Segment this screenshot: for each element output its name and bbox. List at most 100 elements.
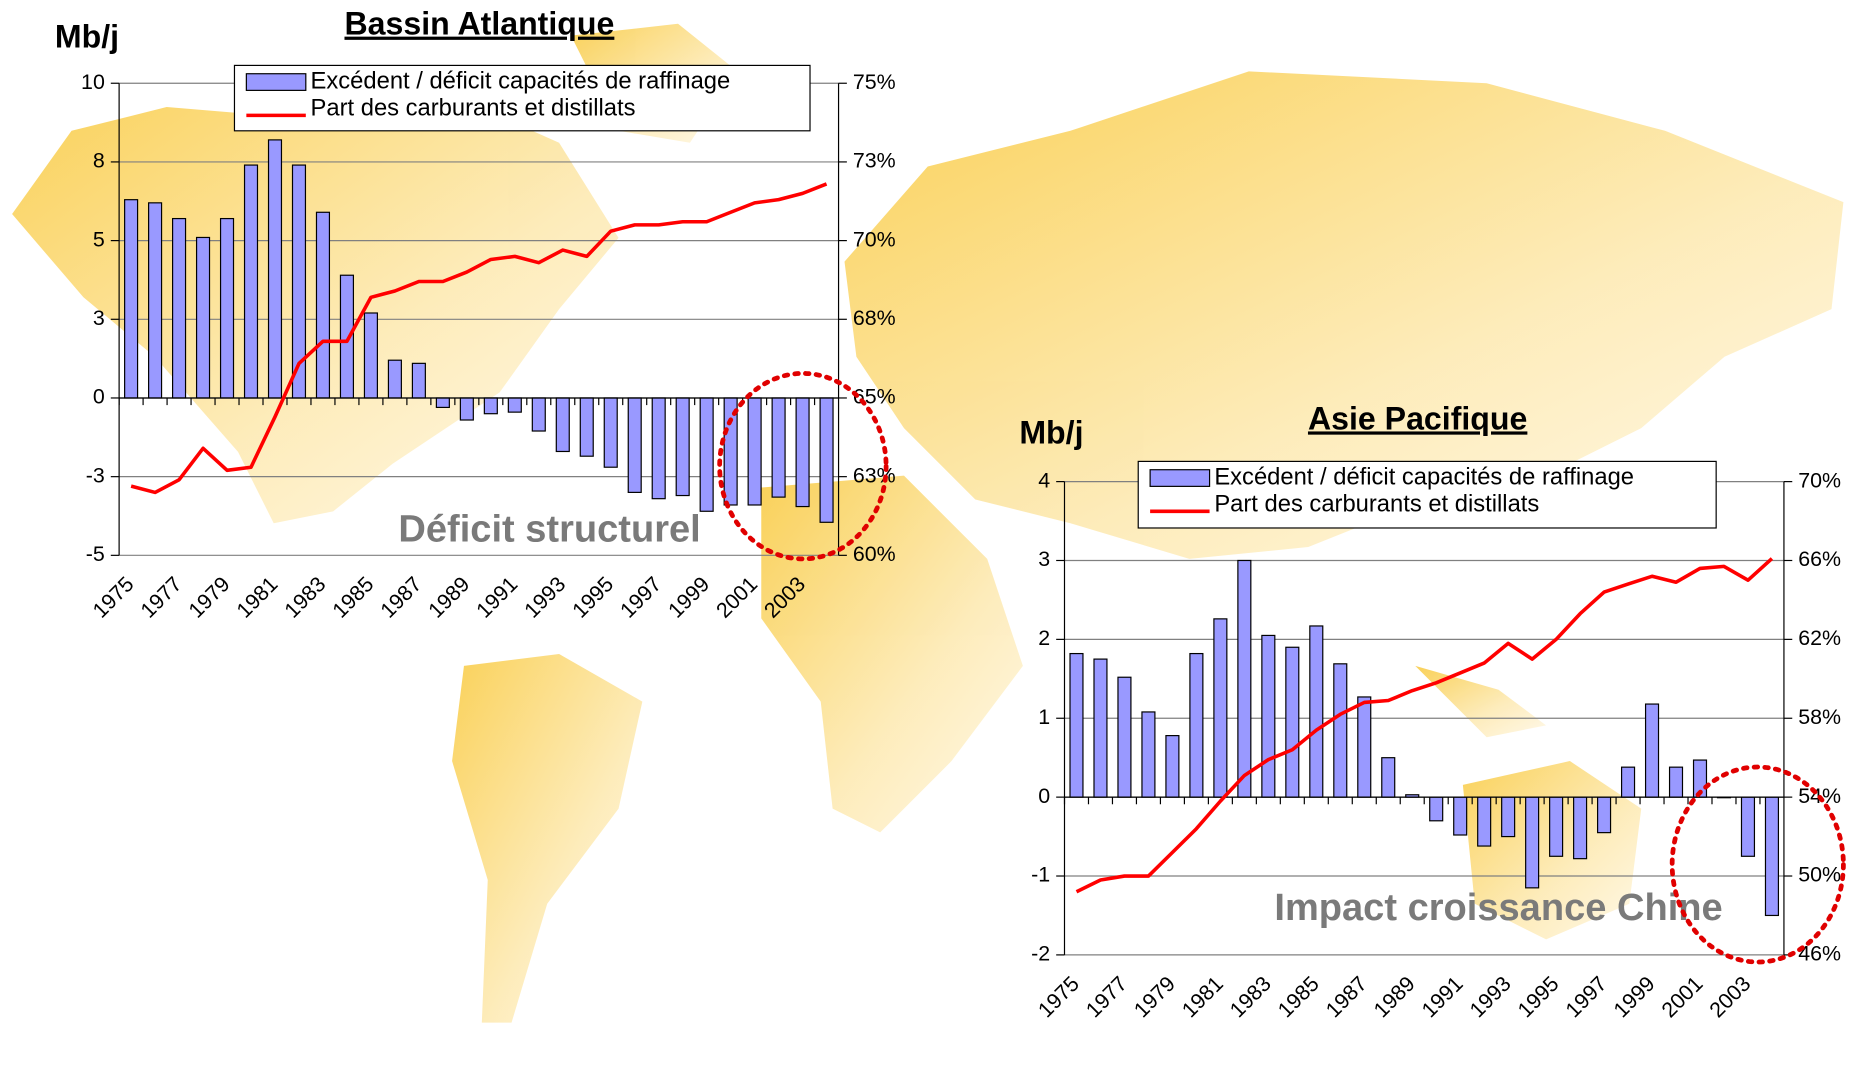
y2-tick-label: 63% — [853, 463, 896, 487]
bar — [795, 397, 810, 508]
bar — [675, 397, 690, 497]
x-tick-label: 1985 — [1273, 972, 1324, 1023]
x-tick-label: 1983 — [280, 572, 331, 623]
y2-tick-label: 70% — [1798, 468, 1841, 492]
x-tick-label: 1995 — [568, 572, 619, 623]
y2-tick-label: 75% — [853, 70, 896, 94]
legend-swatch — [245, 73, 307, 91]
x-tick-label: 1991 — [1417, 972, 1468, 1023]
y-tick-label: 0 — [1038, 784, 1050, 808]
x-tick-label: 1999 — [664, 572, 715, 623]
legend-swatch — [1149, 469, 1211, 487]
x-tick-label: 1997 — [1561, 972, 1612, 1023]
bar — [1309, 625, 1324, 798]
highlight-circle — [1669, 764, 1846, 965]
bar — [1333, 663, 1348, 798]
x-tick-label: 1991 — [472, 572, 523, 623]
bar — [1093, 658, 1108, 798]
bar — [1285, 646, 1300, 798]
y-tick-label: 10 — [81, 70, 105, 94]
chart-title: Bassin Atlantique — [344, 6, 614, 42]
bar — [1477, 796, 1492, 847]
y-axis-title: Mb/j — [55, 19, 119, 55]
x-tick-label: 1987 — [1321, 972, 1372, 1023]
x-tick-label: 1975 — [1033, 972, 1084, 1023]
x-tick-label: 1987 — [376, 572, 427, 623]
bar — [1357, 696, 1372, 798]
x-tick-label: 2001 — [1657, 972, 1708, 1023]
y-tick-label: 5 — [93, 227, 105, 251]
y2-tick-label: 46% — [1798, 942, 1841, 966]
y-tick-label: -3 — [86, 463, 105, 487]
bar — [148, 202, 163, 399]
bar — [1740, 796, 1756, 857]
highlight-circle — [717, 371, 889, 562]
bar — [315, 211, 331, 399]
bar — [1764, 796, 1780, 917]
bar — [747, 397, 762, 506]
x-tick-label: 1977 — [136, 572, 187, 623]
bar — [1501, 796, 1516, 838]
bar — [579, 397, 594, 457]
x-tick-label: 1989 — [1369, 972, 1420, 1023]
y-tick-label: 4 — [1038, 468, 1050, 492]
x-tick-label: 2001 — [712, 572, 763, 623]
y-tick-label: -1 — [1031, 863, 1050, 887]
y-axis-title: Mb/j — [1019, 415, 1083, 451]
bar — [1573, 796, 1588, 860]
x-tick-label: 1975 — [88, 572, 139, 623]
x-tick-label: 1983 — [1225, 972, 1276, 1023]
bar — [1525, 796, 1540, 889]
x-tick-label: 1995 — [1513, 972, 1564, 1023]
bar — [267, 139, 283, 399]
y-tick-label: 0 — [93, 385, 105, 409]
bar — [483, 397, 498, 415]
y2-tick-label: 60% — [853, 542, 896, 566]
bar — [1261, 634, 1276, 798]
bar — [1117, 676, 1132, 798]
bar — [1213, 618, 1228, 798]
x-tick-label: 1989 — [424, 572, 475, 623]
bar — [1069, 652, 1084, 798]
bar — [1189, 652, 1204, 798]
bar — [507, 397, 522, 413]
y-tick-label: -2 — [1031, 942, 1050, 966]
y2-tick-label: 62% — [1798, 626, 1841, 650]
bar — [1165, 735, 1180, 798]
y-tick-label: 3 — [93, 306, 105, 330]
bar — [603, 397, 618, 468]
x-tick-label: 1993 — [520, 572, 571, 623]
bar — [1597, 796, 1612, 834]
chart-title: Asie Pacifique — [1308, 400, 1527, 436]
x-tick-label: 1993 — [1465, 972, 1516, 1023]
legend-label: Part des carburants et distillats — [311, 95, 636, 122]
y2-tick-label: 66% — [1798, 547, 1841, 571]
legend-label: Excédent / déficit capacités de raffinag… — [1214, 463, 1634, 490]
y2-tick-label: 70% — [853, 227, 896, 251]
bar — [411, 362, 426, 399]
world-map — [12, 23, 1844, 1023]
bar — [627, 397, 642, 493]
y-tick-label: -5 — [86, 542, 105, 566]
bar — [651, 397, 666, 500]
y-tick-label: 3 — [1038, 547, 1050, 571]
bar — [1668, 766, 1684, 798]
bar — [1429, 796, 1444, 822]
bar — [819, 397, 834, 523]
bar — [699, 397, 714, 512]
y-tick-label: 8 — [93, 149, 105, 173]
x-tick-label: 1981 — [232, 572, 283, 623]
bar — [1644, 703, 1660, 798]
x-tick-label: 1979 — [1129, 972, 1180, 1023]
legend-box — [1137, 460, 1717, 529]
bar — [1237, 559, 1252, 798]
bar — [1381, 757, 1396, 798]
y2-tick-label: 65% — [853, 385, 896, 409]
bar — [243, 164, 259, 399]
line — [130, 182, 828, 495]
bar — [435, 397, 450, 409]
bar — [195, 236, 211, 399]
bar — [1453, 796, 1468, 836]
